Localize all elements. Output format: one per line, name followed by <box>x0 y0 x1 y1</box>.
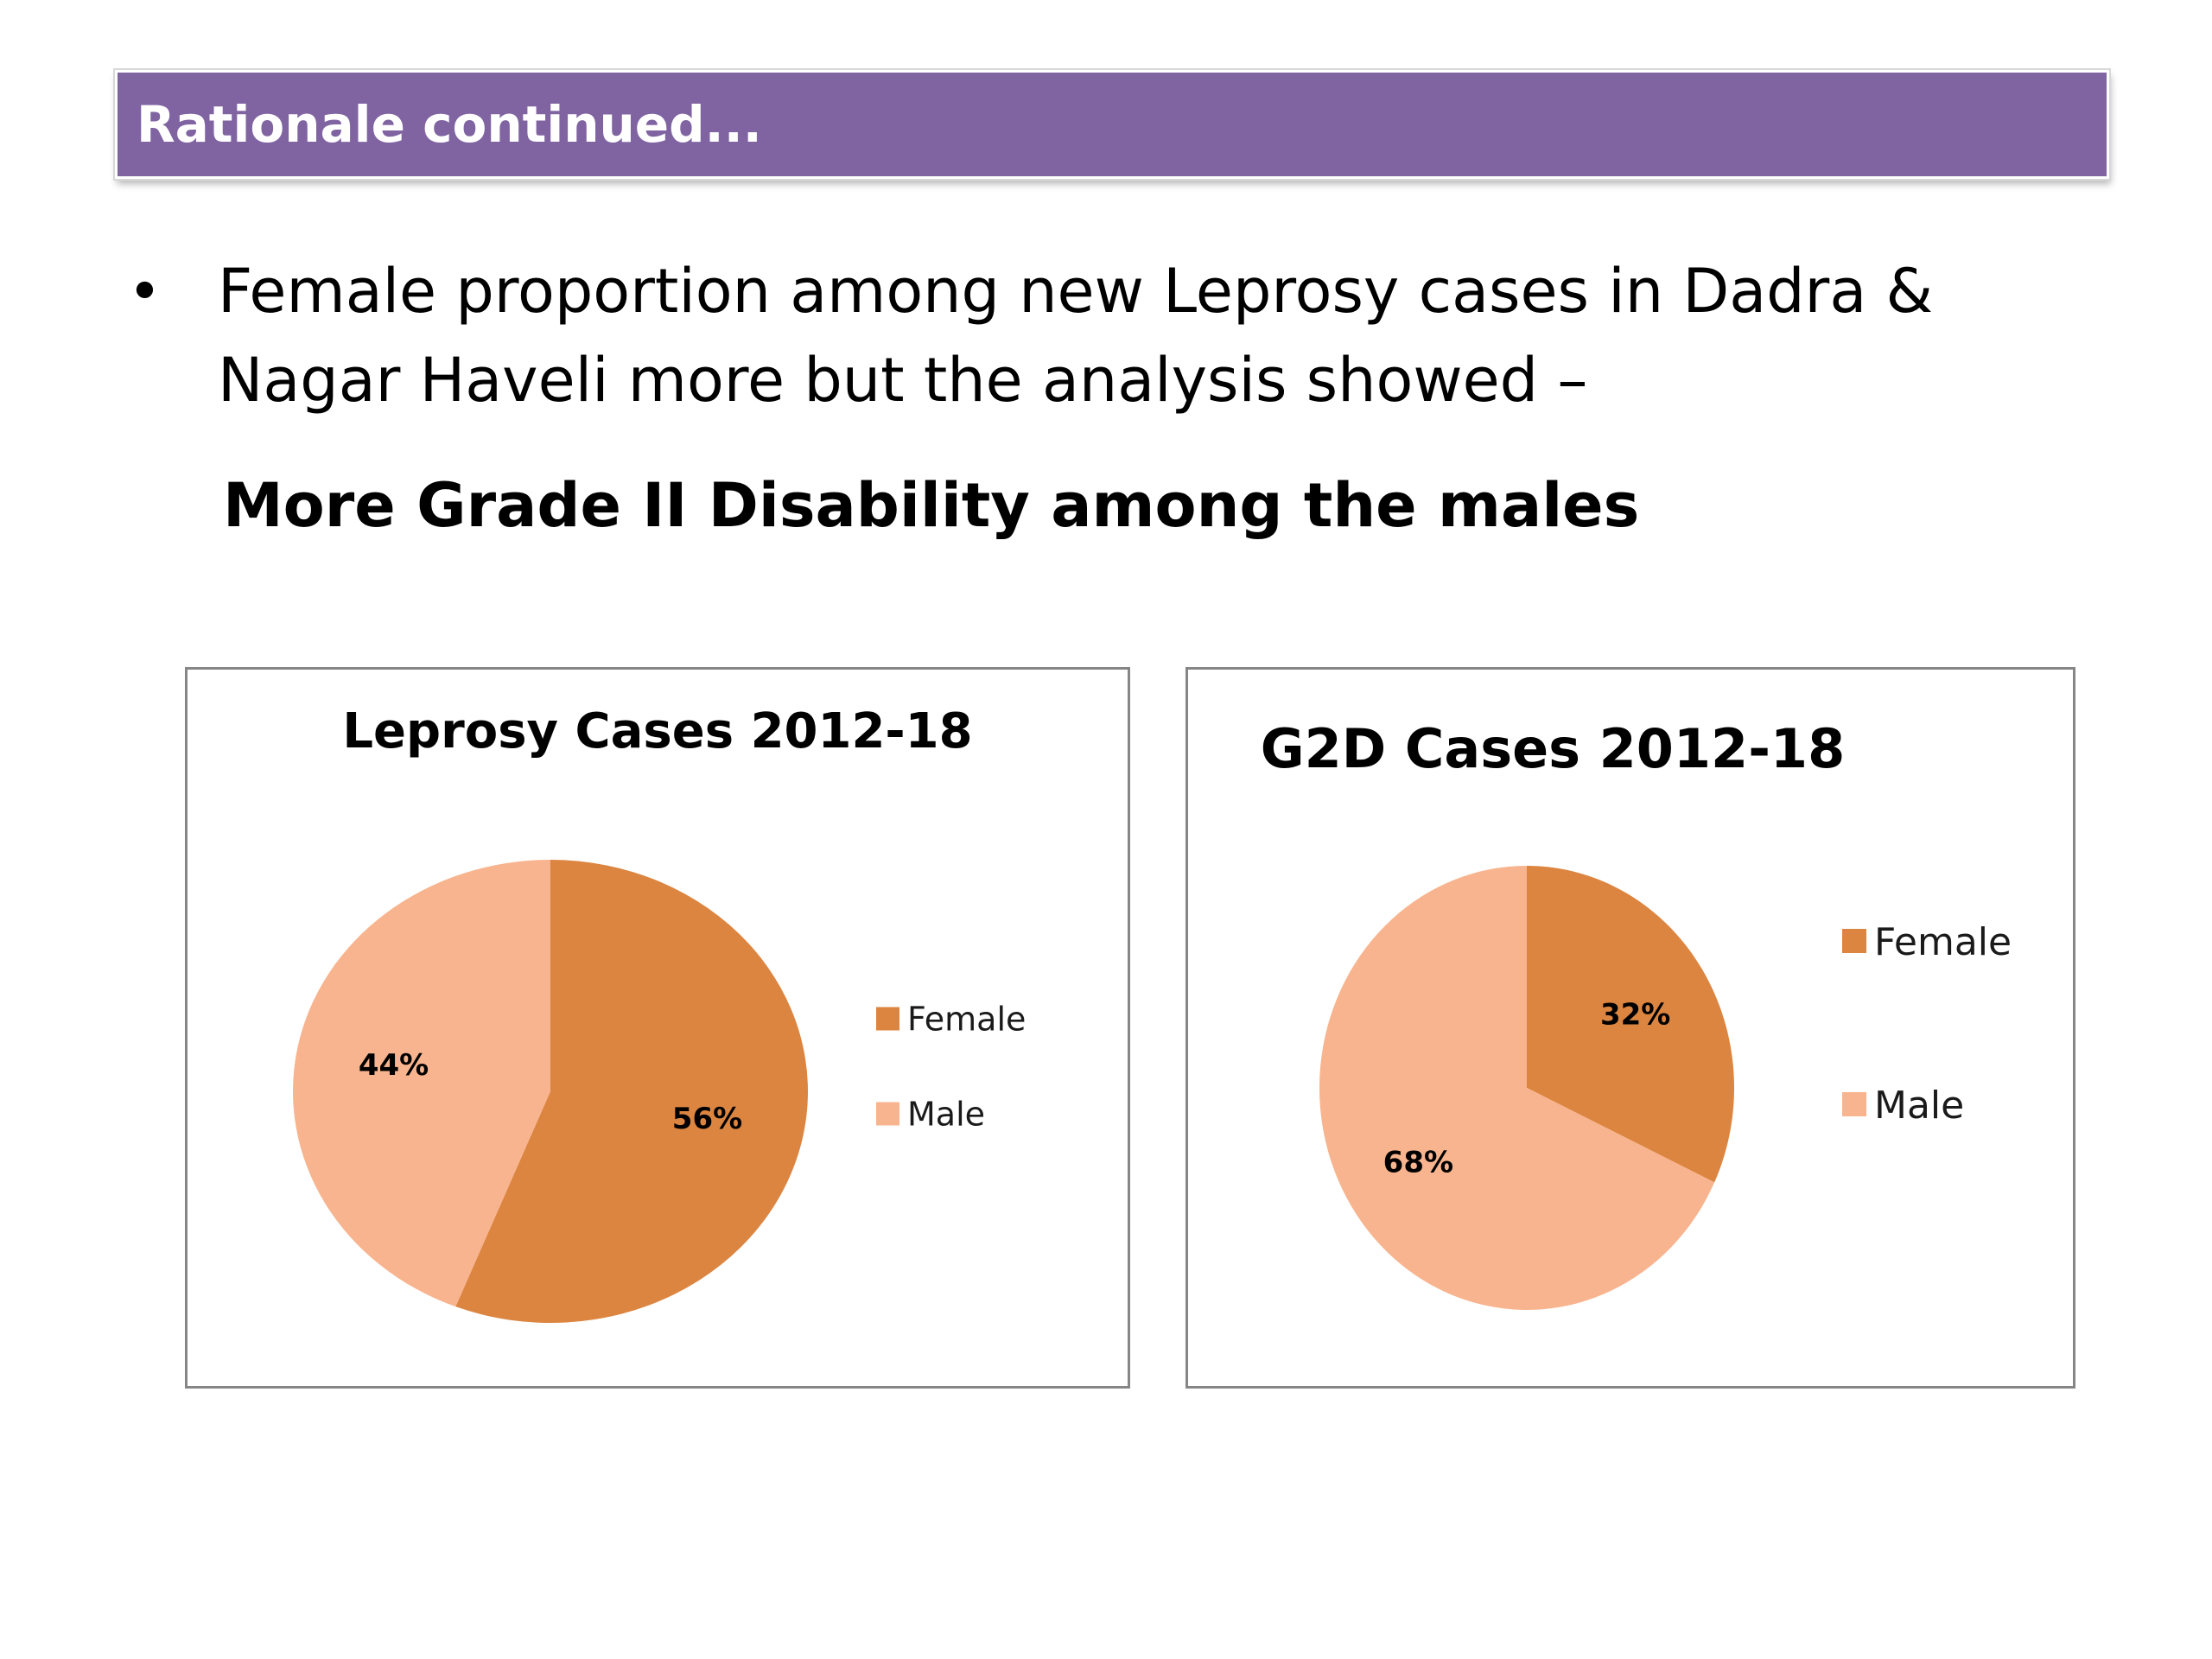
g2d-slice-male <box>1319 866 1715 1310</box>
leprosy-legend-label-male: Male <box>907 1096 985 1134</box>
title-bar: Rationale continued... <box>115 70 2109 179</box>
leprosy-chart-title: Leprosy Cases 2012-18 <box>342 703 972 760</box>
g2d-cases-pie-svg: G2D Cases 2012-18 32% 68% Female Male <box>1261 717 2012 1310</box>
leprosy-legend-swatch-female <box>876 1007 899 1031</box>
leprosy-legend-label-female: Female <box>907 1001 1026 1039</box>
g2d-legend-label-female: Female <box>1874 920 2012 964</box>
bullet-icon: • <box>128 258 162 325</box>
leprosy-cases-chart: Leprosy Cases 2012-18 56% 44% Female Male <box>185 667 1130 1389</box>
g2d-chart-title: G2D Cases 2012-18 <box>1261 717 1845 780</box>
highlight-statement: More Grade II Disability among the males <box>223 470 1640 541</box>
g2d-cases-chart: G2D Cases 2012-18 32% 68% Female Male <box>1185 667 2075 1389</box>
leprosy-cases-pie-svg: Leprosy Cases 2012-18 56% 44% Female Male <box>292 703 1026 1323</box>
leprosy-label-male: 44% <box>359 1048 429 1083</box>
bullet-text: Female proportion among new Leprosy case… <box>218 256 1934 416</box>
g2d-legend-label-male: Male <box>1874 1084 1964 1128</box>
g2d-legend-swatch-male <box>1842 1092 1866 1116</box>
leprosy-legend-swatch-male <box>876 1102 899 1126</box>
leprosy-label-female: 56% <box>672 1102 742 1136</box>
g2d-legend-swatch-female <box>1842 929 1866 953</box>
g2d-label-male: 68% <box>1383 1145 1453 1179</box>
leprosy-slice-female <box>455 860 808 1323</box>
g2d-slice-female <box>1527 866 1734 1183</box>
g2d-label-female: 32% <box>1600 998 1670 1033</box>
slide-title: Rationale continued... <box>137 95 762 154</box>
leprosy-slice-male <box>292 860 550 1307</box>
